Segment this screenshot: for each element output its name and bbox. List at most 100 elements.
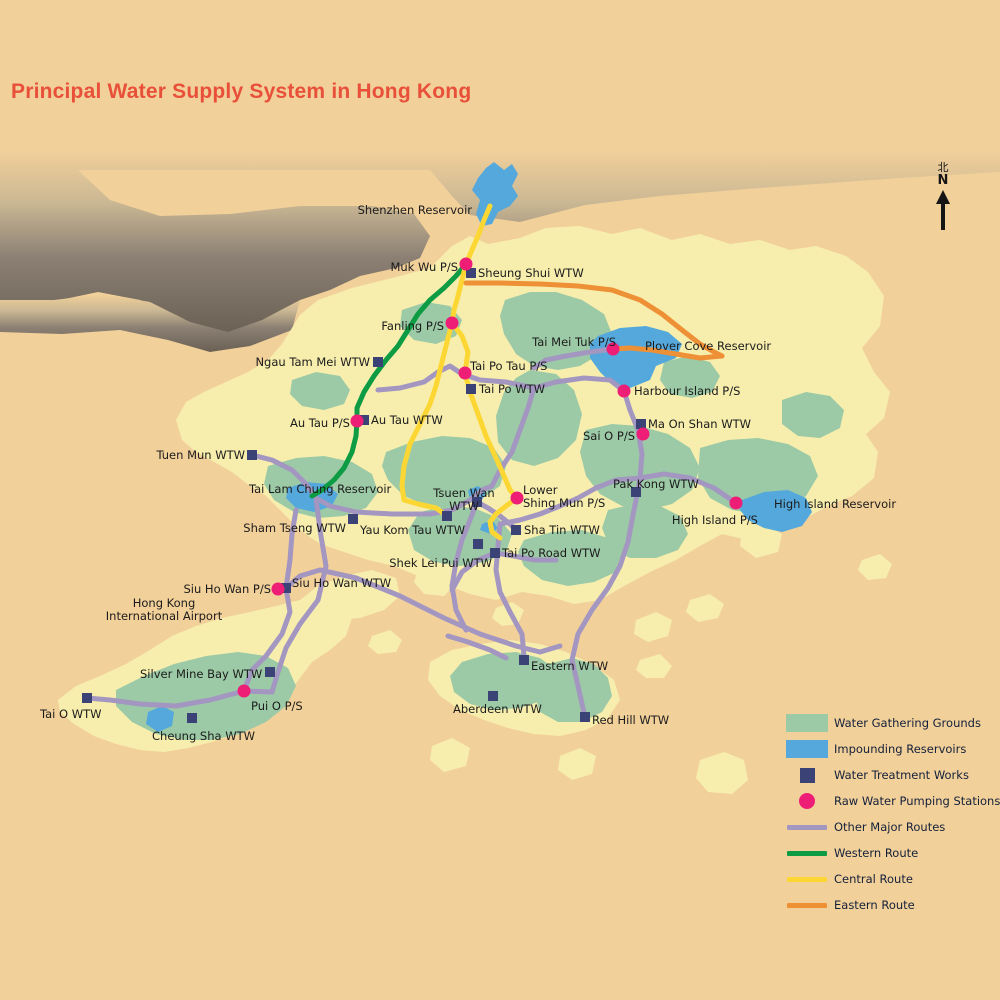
wtw-marker[interactable] <box>488 691 498 701</box>
pumping-station-marker[interactable] <box>636 427 650 441</box>
wtw-marker[interactable] <box>82 693 92 703</box>
wtw-marker[interactable] <box>490 548 500 558</box>
legend-item-label: Raw Water Pumping Stations <box>834 794 1000 808</box>
legend-item[interactable]: Impounding Reservoirs <box>786 736 1000 762</box>
pumping-station-label: Lower Shing Mun P/S <box>523 484 605 510</box>
legend-area-swatch <box>786 740 828 758</box>
legend-item[interactable]: Western Route <box>786 840 1000 866</box>
legend-item-label: Western Route <box>834 846 919 860</box>
legend-item-label: Central Route <box>834 872 913 886</box>
pumping-station-marker[interactable] <box>617 384 631 398</box>
reservoir-label: Shenzhen Reservoir <box>357 203 472 217</box>
legend-item-label: Eastern Route <box>834 898 915 912</box>
legend-item[interactable]: Other Major Routes <box>786 814 1000 840</box>
pumping-station-label: Pui O P/S <box>251 699 303 713</box>
wtw-marker[interactable] <box>511 525 521 535</box>
pumping-station-marker[interactable] <box>510 491 524 505</box>
other-major-routes <box>84 346 739 720</box>
pumping-station-label: Au Tau P/S <box>289 416 350 430</box>
water-treatment-works-label: Siu Ho Wan WTW <box>292 576 392 590</box>
central-route <box>399 203 520 541</box>
legend-item[interactable]: Water Gathering Grounds <box>786 710 1000 736</box>
water-treatment-works-label: Ma On Shan WTW <box>648 417 751 431</box>
water-treatment-works-label-line: WTW <box>449 499 479 513</box>
pumping-station-marker[interactable] <box>445 316 459 330</box>
wtw-marker[interactable] <box>636 419 646 429</box>
place-label: Hong Kong International Airport <box>106 597 222 623</box>
wtw-marker[interactable] <box>359 415 369 425</box>
water-treatment-works-label: Tai Po Road WTW <box>502 546 601 560</box>
legend-line-swatch <box>787 850 827 856</box>
legend-item[interactable]: Central Route <box>786 866 1000 892</box>
pumping-station-marker[interactable] <box>459 257 473 271</box>
wtw-marker[interactable] <box>187 713 197 723</box>
pumping-station-label: Harbour Island P/S <box>634 384 741 398</box>
wtw-marker[interactable] <box>631 487 641 497</box>
wtw-marker[interactable] <box>466 268 476 278</box>
pumping-station-label: Tai Mei Tuk P/S <box>532 335 616 349</box>
water-treatment-works-label: Aberdeen WTW <box>453 702 542 716</box>
pumping-station-marker[interactable] <box>237 684 251 698</box>
pumping-station-label-line: Shing Mun P/S <box>523 496 606 510</box>
pumping-station-label: Sai O P/S <box>582 429 635 443</box>
water-treatment-works-label: Tuen Mun WTW <box>156 448 245 462</box>
water-treatment-works-label: Sham Tseng WTW <box>243 521 346 535</box>
wtw-marker[interactable] <box>472 497 482 507</box>
raw-water-pumping-station-markers[interactable] <box>237 257 743 698</box>
water-treatment-works-label: Sha Tin WTW <box>524 523 600 537</box>
wtw-marker[interactable] <box>373 357 383 367</box>
wtw-marker[interactable] <box>348 514 358 524</box>
water-treatment-works-label: Au Tau WTW <box>371 413 443 427</box>
water-treatment-works-label-line: Tsuen Wan <box>433 486 495 500</box>
western-route <box>309 261 469 499</box>
pumping-station-marker[interactable] <box>350 414 364 428</box>
water-treatment-works-label: Tai O WTW <box>40 707 102 721</box>
wtw-marker[interactable] <box>519 655 529 665</box>
legend-item[interactable]: Eastern Route <box>786 892 1000 918</box>
water-treatment-works-label: Sheung Shui WTW <box>478 266 584 280</box>
water-treatment-works-label: Red Hill WTW <box>592 713 670 727</box>
legend-line-swatch <box>787 876 827 882</box>
reservoir-label: Plover Cove Reservoir <box>645 339 772 353</box>
pumping-station-label: Siu Ho Wan P/S <box>183 582 271 596</box>
legend-area-swatch <box>786 714 828 732</box>
legend-item-label: Water Gathering Grounds <box>834 716 981 730</box>
water-treatment-works-label: Yau Kom Tau WTW <box>360 523 466 537</box>
pumping-station-marker[interactable] <box>271 582 285 596</box>
legend-circle-marker-icon <box>799 793 815 809</box>
legend-item-label: Other Major Routes <box>834 820 946 834</box>
north-arrow: 北 N <box>928 162 958 234</box>
pumping-station-label-line: Lower <box>523 483 558 497</box>
wtw-marker[interactable] <box>281 583 291 593</box>
pumping-station-label: Fanling P/S <box>381 319 444 333</box>
wtw-marker[interactable] <box>466 384 476 394</box>
pumping-station-marker[interactable] <box>458 366 472 380</box>
water-treatment-works-markers[interactable] <box>82 268 646 723</box>
water-treatment-works-label: Tai Po WTW <box>479 382 546 396</box>
wtw-marker[interactable] <box>265 667 275 677</box>
legend-line-swatch <box>787 902 827 908</box>
legend-item[interactable]: Water Treatment Works <box>786 762 1000 788</box>
eastern-route <box>463 280 725 361</box>
water-treatment-works-label: Cheung Sha WTW <box>152 729 255 743</box>
north-arrow-label-cn: 北 <box>937 161 949 174</box>
north-arrow-icon <box>936 190 950 230</box>
mainland-landmass <box>0 150 1000 352</box>
legend-item-label: Impounding Reservoirs <box>834 742 967 756</box>
water-treatment-works-label: Eastern WTW <box>531 659 609 673</box>
water-treatment-works-label: Tsuen Wan WTW <box>433 487 494 513</box>
wtw-marker[interactable] <box>247 450 257 460</box>
pumping-station-marker[interactable] <box>729 496 743 510</box>
wtw-marker[interactable] <box>473 539 483 549</box>
legend-line-swatch <box>787 824 827 830</box>
wtw-marker[interactable] <box>580 712 590 722</box>
north-arrow-label-en: N <box>937 173 949 188</box>
wtw-marker[interactable] <box>442 511 452 521</box>
map-legend: Water Gathering Grounds Impounding Reserv… <box>786 710 1000 918</box>
water-treatment-works-label: Silver Mine Bay WTW <box>140 667 263 681</box>
pumping-station-marker[interactable] <box>606 342 620 356</box>
legend-item[interactable]: Raw Water Pumping Stations <box>786 788 1000 814</box>
